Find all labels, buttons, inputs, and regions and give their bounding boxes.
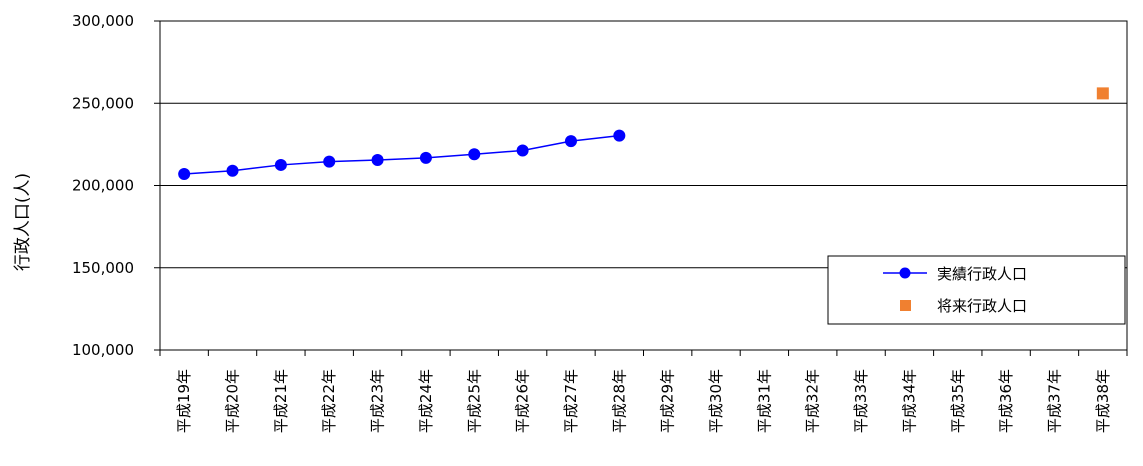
y-tick-label: 100,000 xyxy=(72,341,134,359)
x-tick-label: 平成25年 xyxy=(465,369,483,433)
y-axis-label: 行政人口(人) xyxy=(13,173,33,271)
series-actual-point xyxy=(613,129,626,142)
x-tick-label: 平成26年 xyxy=(514,369,532,433)
legend-box xyxy=(827,255,1126,325)
series-actual-point xyxy=(371,154,384,167)
series-actual-line xyxy=(184,134,620,175)
legend: 実績行政人口 将来行政人口 xyxy=(827,255,1126,325)
axis-layer xyxy=(154,20,1128,356)
y-tick-label: 300,000 xyxy=(72,12,134,30)
series-actual-point xyxy=(516,144,529,157)
x-tick-label: 平成23年 xyxy=(369,369,387,433)
x-tick-label: 平成24年 xyxy=(417,369,435,433)
x-tick-label: 平成21年 xyxy=(272,369,290,433)
y-tick-labels: 100,000 150,000 200,000 250,000 300,000 xyxy=(72,12,134,359)
x-tick-label: 平成29年 xyxy=(659,369,677,433)
legend-series-1-label: 実績行政人口 xyxy=(937,265,1027,283)
x-tick-label: 平成33年 xyxy=(852,369,870,433)
series-actual-point xyxy=(419,151,432,164)
x-tick-label: 平成27年 xyxy=(562,369,580,433)
x-tick-label: 平成34年 xyxy=(900,369,918,433)
x-tick-label: 平成30年 xyxy=(707,369,725,433)
series-forecast-point xyxy=(1096,87,1109,100)
x-tick-label: 平成38年 xyxy=(1094,369,1112,433)
series-layer xyxy=(178,87,1109,180)
series-actual-point xyxy=(178,167,191,180)
x-tick-label: 平成20年 xyxy=(224,369,242,433)
x-tick-label: 平成19年 xyxy=(175,369,193,433)
x-tick-label: 平成28年 xyxy=(610,369,628,433)
x-tick-labels: 平成19年 平成20年 平成21年 平成22年 平成23年 平成24年 平成25年 平成26年… xyxy=(175,369,1112,433)
y-tick-label: 250,000 xyxy=(72,94,134,112)
x-tick-label: 平成36年 xyxy=(997,369,1015,433)
x-tick-label: 平成31年 xyxy=(755,369,773,433)
y-tick-label: 150,000 xyxy=(72,259,134,277)
legend-series-2-marker xyxy=(900,300,911,311)
legend-series-2-label: 将来行政人口 xyxy=(937,297,1027,315)
series-actual-point xyxy=(468,148,481,161)
series-actual-point xyxy=(226,164,239,177)
legend-series-1-marker xyxy=(899,267,911,279)
series-actual-point xyxy=(274,158,287,171)
x-tick-label: 平成35年 xyxy=(949,369,967,433)
x-tick-label: 平成32年 xyxy=(804,369,822,433)
y-tick-label: 200,000 xyxy=(72,177,134,195)
x-tick-label: 平成22年 xyxy=(320,369,338,433)
series-actual-point xyxy=(564,135,577,148)
series-actual-point xyxy=(323,155,336,168)
x-tick-label: 平成37年 xyxy=(1045,369,1063,433)
